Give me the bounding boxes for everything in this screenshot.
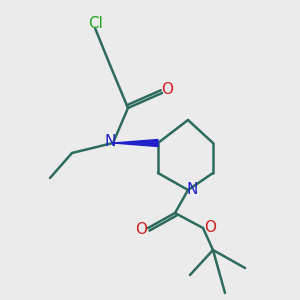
Text: N: N	[104, 134, 116, 148]
Text: O: O	[161, 82, 173, 98]
Text: O: O	[135, 223, 147, 238]
Text: Cl: Cl	[88, 16, 104, 32]
Text: O: O	[204, 220, 216, 235]
Text: N: N	[186, 182, 198, 196]
Polygon shape	[113, 140, 158, 146]
